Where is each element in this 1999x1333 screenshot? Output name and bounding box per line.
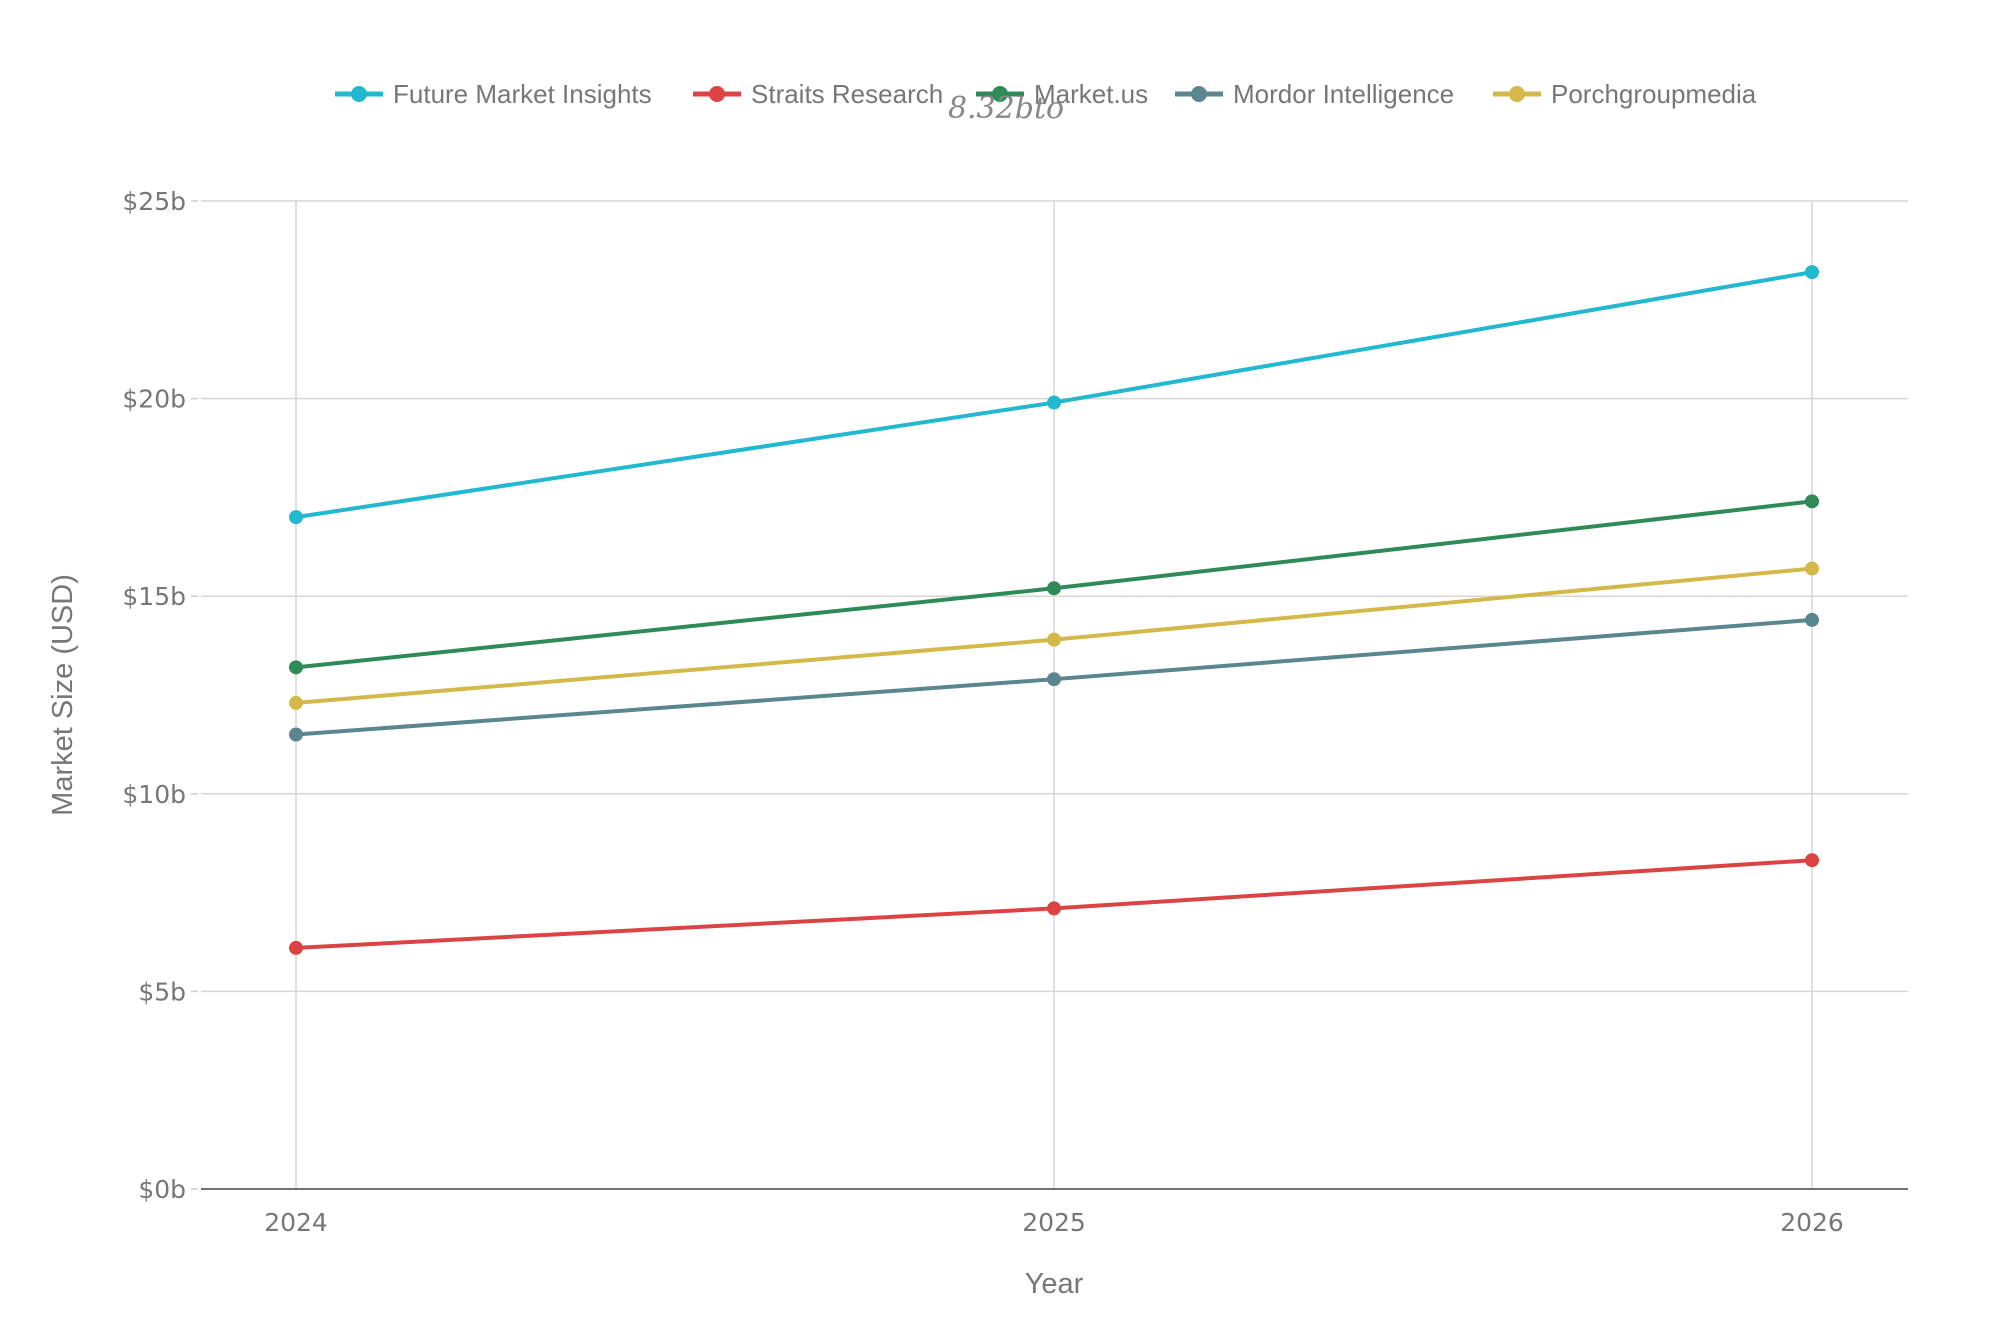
series-lines xyxy=(289,265,1819,955)
data-point xyxy=(289,727,303,742)
data-point xyxy=(1805,494,1819,509)
grid xyxy=(201,200,1908,1190)
x-axis: 2024 2025 2026 xyxy=(264,1208,1844,1237)
chart-title: 8.32bto xyxy=(948,91,1064,126)
data-point xyxy=(289,660,303,675)
x-tick-label: 2025 xyxy=(1022,1208,1086,1237)
data-point xyxy=(1805,853,1819,868)
y-axis: $0b $5b $10b $15b $20b $25b xyxy=(122,187,198,1204)
y-tick-label: $5b xyxy=(138,977,186,1006)
y-tick-label: $15b xyxy=(122,582,186,611)
x-axis-label: Year xyxy=(1025,1268,1084,1300)
legend-swatch-marker xyxy=(351,86,367,102)
legend-swatch-marker xyxy=(1191,86,1207,102)
y-tick-label: $10b xyxy=(122,780,186,809)
legend-swatch-marker xyxy=(709,86,725,102)
legend-label: Straits Research xyxy=(751,79,943,109)
legend-item: Straits Research xyxy=(693,79,943,109)
legend-item: Future Market Insights xyxy=(335,79,652,109)
legend-item: Market.us xyxy=(976,79,1148,109)
data-point xyxy=(1047,901,1061,916)
y-tick-label: $25b xyxy=(122,187,186,216)
legend-label: Future Market Insights xyxy=(393,79,652,109)
data-point xyxy=(1047,672,1061,687)
y-axis-label: Market Size (USD) xyxy=(47,574,79,816)
x-tick-label: 2024 xyxy=(264,1208,328,1237)
data-point xyxy=(1047,581,1061,596)
data-point xyxy=(1047,395,1061,410)
legend: Future Market Insights Straits Research Ma… xyxy=(335,79,1757,109)
legend-label: Porchgroupmedia xyxy=(1551,79,1757,109)
data-point xyxy=(1805,561,1819,576)
data-point xyxy=(289,940,303,955)
y-tick-label: $0b xyxy=(138,1175,186,1204)
data-point xyxy=(1805,265,1819,280)
data-point xyxy=(1805,612,1819,627)
y-tick-label: $20b xyxy=(122,385,186,414)
legend-item: Porchgroupmedia xyxy=(1493,79,1757,109)
data-point xyxy=(1047,632,1061,647)
legend-item: Mordor Intelligence xyxy=(1175,79,1454,109)
data-point xyxy=(289,695,303,710)
legend-label: Mordor Intelligence xyxy=(1233,79,1454,109)
legend-swatch-marker xyxy=(1509,86,1525,102)
x-tick-label: 2026 xyxy=(1780,1208,1844,1237)
legend-swatch-marker xyxy=(992,86,1008,102)
data-point xyxy=(289,510,303,525)
legend-label: Market.us xyxy=(1034,79,1148,109)
